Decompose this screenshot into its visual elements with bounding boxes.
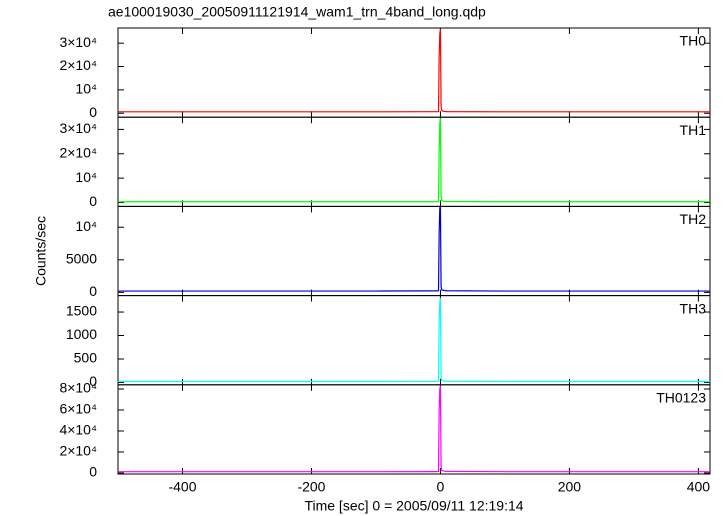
series-line <box>118 205 710 292</box>
legend-label: TH1 <box>680 122 707 138</box>
y-axis-label: Counts/sec <box>33 216 49 286</box>
y-tick-label: 0 <box>89 464 97 480</box>
y-tick-label: 10⁴ <box>75 169 97 185</box>
series-line <box>118 118 710 203</box>
y-tick-label: 0 <box>89 193 97 209</box>
y-tick-label: 1000 <box>66 326 97 342</box>
panel-frame <box>117 116 711 207</box>
y-tick-label: 10⁴ <box>75 218 97 234</box>
y-tick-label: 5000 <box>66 250 97 266</box>
y-tick-label: 4×10⁴ <box>59 422 97 438</box>
y-tick-label: 0 <box>89 283 97 299</box>
panel-frame <box>117 295 711 386</box>
y-tick-label: 1500 <box>66 303 97 319</box>
legend-label: TH3 <box>680 300 707 316</box>
x-tick-label: 400 <box>687 479 711 495</box>
y-tick-label: 8×10⁴ <box>59 380 97 396</box>
series-line <box>118 29 710 113</box>
y-tick-label: 0 <box>89 104 97 120</box>
legend-label: TH2 <box>680 211 707 227</box>
y-tick-label: 3×10⁴ <box>59 34 97 50</box>
y-tick-label: 10⁴ <box>75 81 97 97</box>
x-tick-label: 200 <box>558 479 582 495</box>
panel-frame <box>117 384 711 475</box>
panel-frame <box>117 205 711 297</box>
legend-label: TH0123 <box>656 390 706 406</box>
x-tick-label: -200 <box>297 479 325 495</box>
x-axis-label: Time [sec] 0 = 2005/09/11 12:19:14 <box>304 498 523 514</box>
panel-frame <box>117 27 711 118</box>
legend-label: TH0 <box>680 33 707 49</box>
y-tick-label: 0 <box>89 373 97 389</box>
y-tick-label: 2×10⁴ <box>59 443 97 459</box>
x-tick-label: -400 <box>168 479 196 495</box>
y-tick-label: 3×10⁴ <box>59 120 97 136</box>
chart-title: ae100019030_20050911121914_wam1_trn_4ban… <box>108 4 486 20</box>
y-tick-label: 500 <box>74 350 98 366</box>
series-line <box>118 385 710 473</box>
series-line <box>118 297 710 383</box>
y-tick-label: 6×10⁴ <box>59 401 97 417</box>
y-tick-label: 2×10⁴ <box>59 57 97 73</box>
y-tick-label: 2×10⁴ <box>59 144 97 160</box>
x-tick-label: 0 <box>437 479 445 495</box>
